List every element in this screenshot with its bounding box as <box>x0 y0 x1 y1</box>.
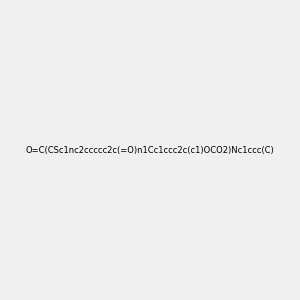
Text: O=C(CSc1nc2ccccc2c(=O)n1Cc1ccc2c(c1)OCO2)Nc1ccc(C): O=C(CSc1nc2ccccc2c(=O)n1Cc1ccc2c(c1)OCO2… <box>26 146 275 154</box>
